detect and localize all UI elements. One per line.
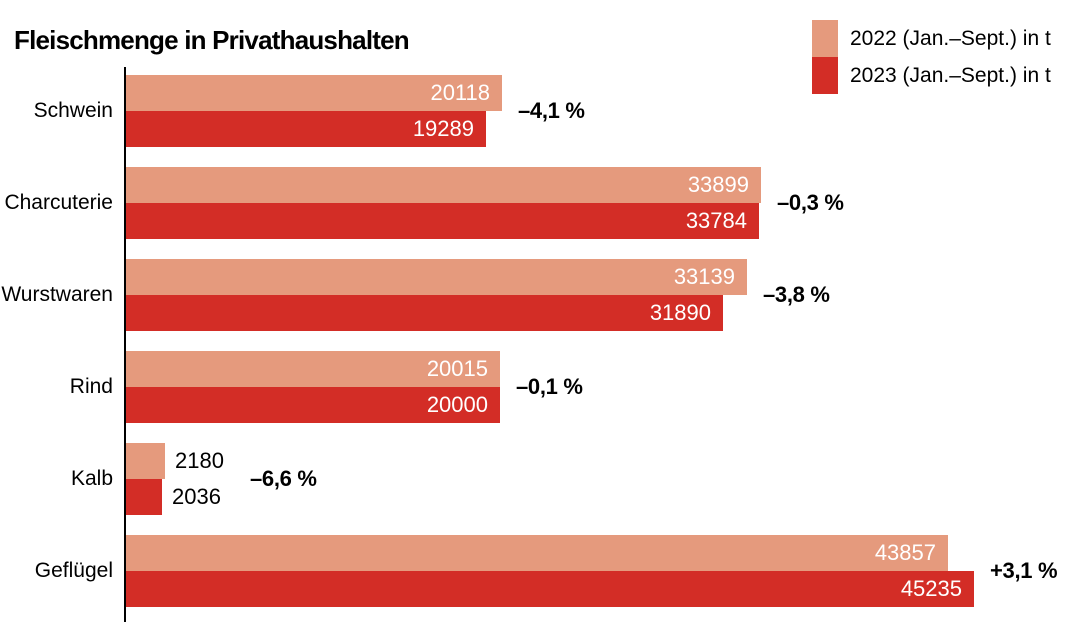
change-label: –0,1 % <box>516 374 583 399</box>
category-label: Wurstwaren <box>1 283 113 306</box>
bar-2022-schwein: 20118 <box>124 75 502 111</box>
bar-value: 33784 <box>685 208 747 233</box>
bar-pair: 33899 33784 –0,3 % <box>124 167 1070 239</box>
bar-value: 31890 <box>649 300 711 325</box>
category-label: Rind <box>69 375 113 398</box>
bar-row-2022: 33899 <box>124 167 1070 203</box>
bar-2022-geflugel: 43857 <box>124 535 948 571</box>
bar-2022-wurstwaren: 33139 <box>124 259 747 295</box>
bar-value: 19289 <box>412 116 474 141</box>
bar-2022-rind: 20015 <box>124 351 500 387</box>
legend-swatch-2023 <box>812 57 838 94</box>
plot-area: Schwein 20118 19289 –4,1 % Charcuterie 33899 3… <box>0 67 1070 627</box>
y-axis-line <box>124 67 126 622</box>
bar-value: 2036 <box>172 484 221 509</box>
bar-row-2022: 2180 <box>124 443 1070 479</box>
bar-2023-kalb <box>124 479 162 515</box>
bar-value: 33139 <box>673 264 735 289</box>
bar-value: 20015 <box>426 356 488 381</box>
change-label: –4,1 % <box>518 98 585 123</box>
bar-row-2023: 2036 <box>124 479 1070 515</box>
bar-pair: 2180 2036 –6,6 % <box>124 443 1070 515</box>
bar-2023-geflugel: 45235 <box>124 571 974 607</box>
bar-value: 43857 <box>874 540 936 565</box>
bar-pair: 43857 45235 +3,1 % <box>124 535 1070 607</box>
bar-group-schwein: Schwein 20118 19289 –4,1 % <box>0 75 1070 147</box>
change-label: +3,1 % <box>990 558 1058 583</box>
bar-2023-rind: 20000 <box>124 387 500 423</box>
change-label: –6,6 % <box>250 466 317 491</box>
bar-2023-charcuterie: 33784 <box>124 203 759 239</box>
legend: 2022 (Jan.–Sept.) in t 2023 (Jan.–Sept.)… <box>812 20 1051 94</box>
bar-row-2022: 33139 <box>124 259 1070 295</box>
bar-2022-charcuterie: 33899 <box>124 167 761 203</box>
bar-row-2022: 20118 <box>124 75 1070 111</box>
legend-labels: 2022 (Jan.–Sept.) in t 2023 (Jan.–Sept.)… <box>850 20 1051 94</box>
bar-value: 20118 <box>430 80 490 105</box>
bar-pair: 20015 20000 –0,1 % <box>124 351 1070 423</box>
chart-title: Fleischmenge in Privathaushalten <box>14 25 410 56</box>
change-label: –0,3 % <box>777 190 844 215</box>
category-label: Geflügel <box>34 559 113 582</box>
bar-value: 20000 <box>426 392 488 417</box>
bar-2023-wurstwaren: 31890 <box>124 295 723 331</box>
change-label: –3,8 % <box>763 282 830 307</box>
bar-group-charcuterie: Charcuterie 33899 33784 –0,3 % <box>0 167 1070 239</box>
bar-pair: 20118 19289 –4,1 % <box>124 75 1070 147</box>
bar-value: 45235 <box>900 576 962 601</box>
category-label: Kalb <box>70 467 113 490</box>
category-label: Charcuterie <box>4 191 113 214</box>
legend-label-2023: 2023 (Jan.–Sept.) in t <box>850 64 1051 87</box>
legend-label-2022: 2022 (Jan.–Sept.) in t <box>850 27 1051 50</box>
bar-row-2022: 20015 <box>124 351 1070 387</box>
bar-2022-kalb <box>124 443 165 479</box>
bar-row-2023: 20000 <box>124 387 1070 423</box>
category-label: Schwein <box>33 99 113 122</box>
bar-group-kalb: Kalb 2180 2036 –6,6 % <box>0 443 1070 515</box>
bar-row-2023: 33784 <box>124 203 1070 239</box>
bar-row-2023: 45235 <box>124 571 1070 607</box>
bar-group-rind: Rind 20015 20000 –0,1 % <box>0 351 1070 423</box>
legend-swatches <box>812 20 838 94</box>
bar-row-2022: 43857 <box>124 535 1070 571</box>
bar-2023-schwein: 19289 <box>124 111 486 147</box>
bar-row-2023: 31890 <box>124 295 1070 331</box>
bar-value: 2180 <box>175 448 224 473</box>
legend-swatch-2022 <box>812 20 838 57</box>
bar-pair: 33139 31890 –3,8 % <box>124 259 1070 331</box>
bar-group-geflugel: Geflügel 43857 45235 +3,1 % <box>0 535 1070 607</box>
bar-value: 33899 <box>687 172 749 197</box>
plot-groups: Schwein 20118 19289 –4,1 % Charcuterie 33899 3… <box>0 75 1070 607</box>
bar-row-2023: 19289 <box>124 111 1070 147</box>
bar-group-wurstwaren: Wurstwaren 33139 31890 –3,8 % <box>0 259 1070 331</box>
